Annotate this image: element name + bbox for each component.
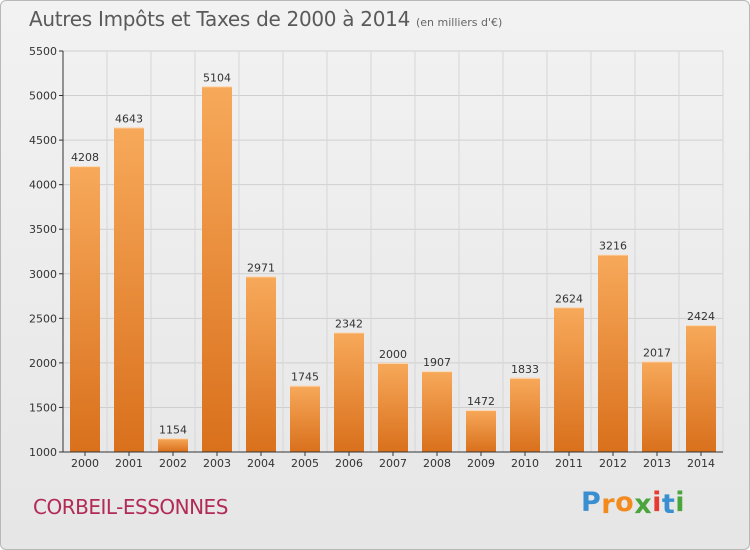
bars: 4208 4643 1154 5104 2971 1745 2342 2000 1907 1472… [70, 71, 716, 453]
bar-value-label: 2000 [379, 348, 407, 361]
chart-title-main: Autres Impôts et Taxes de 2000 à 2014 [29, 7, 410, 31]
y-tick-label: 3000 [29, 268, 57, 281]
x-tick-label: 2012 [599, 457, 627, 470]
logo-letter: P [581, 487, 602, 518]
y-tick-label: 4500 [29, 134, 57, 147]
x-tick-label: 2005 [291, 457, 319, 470]
bar [686, 325, 716, 452]
bar [422, 371, 452, 452]
proxiti-logo: Proxiti [581, 487, 686, 520]
y-tick-label: 5500 [29, 45, 57, 58]
bar [642, 361, 672, 452]
bar [598, 254, 628, 452]
x-tick-label: 2001 [115, 457, 143, 470]
bar [378, 362, 408, 452]
bar-value-label: 1745 [291, 371, 319, 384]
logo-letter: o [615, 487, 635, 518]
bar-value-label: 2017 [643, 346, 671, 359]
x-tick-label: 2014 [687, 457, 715, 470]
y-tick-label: 4000 [29, 179, 57, 192]
y-tick-label: 1500 [29, 401, 57, 414]
bar-value-label: 4208 [71, 151, 99, 164]
chart-title-unit: (en milliers d'€) [416, 16, 503, 29]
bar [334, 332, 364, 452]
x-tick-label: 2007 [379, 457, 407, 470]
axes: 1000 1500 2000 2500 3000 3500 4000 4500 5000 5500… [29, 45, 723, 470]
bar [202, 86, 232, 453]
bar-value-label: 3216 [599, 240, 627, 253]
x-tick-label: 2002 [159, 457, 187, 470]
y-tick-label: 1000 [29, 446, 57, 459]
y-tick-label: 3500 [29, 223, 57, 236]
logo-letter: i [675, 487, 686, 518]
y-tick-label: 5000 [29, 90, 57, 103]
x-tick-label: 2000 [71, 457, 99, 470]
bar [70, 166, 100, 452]
bar-value-label: 1472 [467, 395, 495, 408]
bar [290, 385, 320, 452]
bar [246, 276, 276, 452]
commune-name: CORBEIL-ESSONNES [33, 495, 228, 519]
y-tick-label: 2500 [29, 312, 57, 325]
bar-value-label: 4643 [115, 112, 143, 125]
x-tick-label: 2006 [335, 457, 363, 470]
logo-letter: r [601, 489, 616, 520]
logo-letter: x [634, 489, 653, 520]
x-tick-label: 2009 [467, 457, 495, 470]
bar-value-label: 1833 [511, 363, 539, 376]
y-tick-label: 2000 [29, 357, 57, 370]
x-tick-label: 2013 [643, 457, 671, 470]
x-tick-label: 2004 [247, 457, 275, 470]
bar-value-label: 2342 [335, 317, 363, 330]
bar [158, 438, 188, 452]
bar-value-label: 1154 [159, 423, 187, 436]
bar-value-label: 5104 [203, 71, 231, 84]
bar-value-label: 1907 [423, 356, 451, 369]
logo-letter: t [661, 489, 676, 520]
x-tick-label: 2010 [511, 457, 539, 470]
x-tick-label: 2008 [423, 457, 451, 470]
bar-value-label: 2971 [247, 261, 275, 274]
x-tick-label: 2011 [555, 457, 583, 470]
bar-value-label: 2424 [687, 310, 715, 323]
bar [510, 377, 540, 452]
chart-title: Autres Impôts et Taxes de 2000 à 2014 (en… [29, 7, 502, 31]
logo-letter: i [652, 487, 662, 518]
bar-value-label: 2624 [555, 292, 583, 305]
bar [114, 127, 144, 452]
bar [554, 307, 584, 452]
x-tick-label: 2003 [203, 457, 231, 470]
bar [466, 409, 496, 452]
